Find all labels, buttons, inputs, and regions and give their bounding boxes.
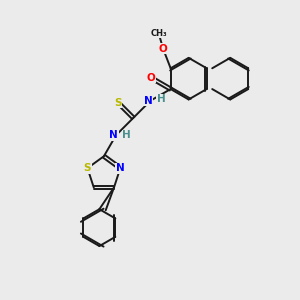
Text: O: O bbox=[159, 44, 168, 54]
Text: N: N bbox=[144, 96, 152, 106]
Text: H: H bbox=[122, 130, 131, 140]
Text: O: O bbox=[147, 73, 156, 83]
Text: N: N bbox=[109, 130, 118, 140]
Text: H: H bbox=[157, 94, 165, 104]
Text: S: S bbox=[114, 98, 122, 108]
Text: S: S bbox=[84, 163, 91, 173]
Text: CH₃: CH₃ bbox=[150, 29, 167, 38]
Text: N: N bbox=[116, 163, 125, 173]
